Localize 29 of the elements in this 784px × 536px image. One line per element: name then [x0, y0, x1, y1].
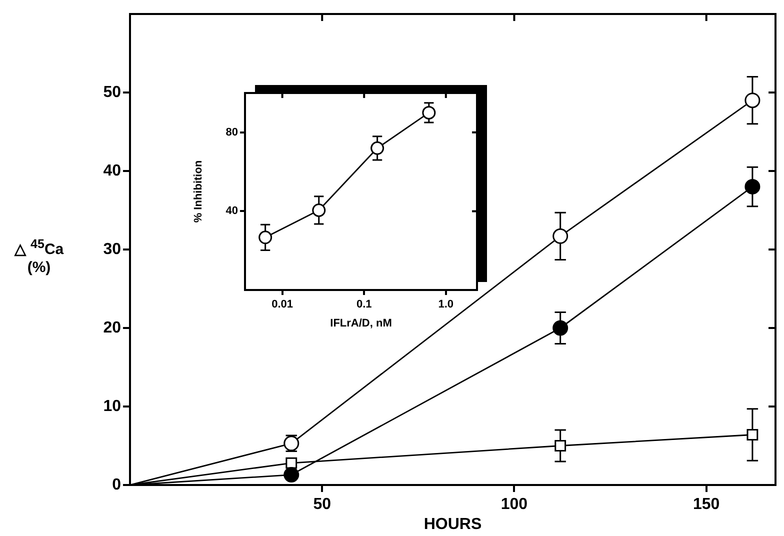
point [744, 178, 760, 194]
x-tick-label: 0.1 [356, 298, 372, 311]
point [312, 203, 326, 217]
y-tick-label: 40 [226, 205, 238, 218]
point [258, 230, 272, 244]
point [552, 228, 568, 244]
y-tick-label: 0 [112, 476, 122, 494]
x-axis-title: IFLrA/D, nM [330, 317, 392, 330]
y-tick-label: 10 [103, 398, 122, 415]
x-tick-label: 50 [313, 496, 332, 514]
y-tick-label: 40 [103, 162, 122, 180]
y-axis-title: △ $^{45}$Ca (%) [13, 236, 65, 277]
point [744, 92, 760, 108]
y-tick-label: 20 [103, 319, 122, 336]
x-tick-label: 100 [500, 496, 528, 514]
x-tick-label: 0.01 [272, 298, 294, 311]
x-axis-title: HOURS [424, 516, 482, 533]
point [552, 320, 568, 336]
y-tick-label: 80 [226, 126, 238, 138]
y-tick-label: 50 [103, 84, 122, 101]
point [422, 106, 436, 120]
point [746, 429, 758, 440]
y-axis-title: % Inhibition [192, 160, 205, 223]
point [554, 440, 566, 452]
x-tick-label: 1.0 [438, 298, 454, 311]
y-tick-label: 30 [103, 240, 122, 258]
x-tick-label: 150 [692, 496, 720, 514]
point [284, 467, 300, 483]
point [286, 457, 298, 469]
